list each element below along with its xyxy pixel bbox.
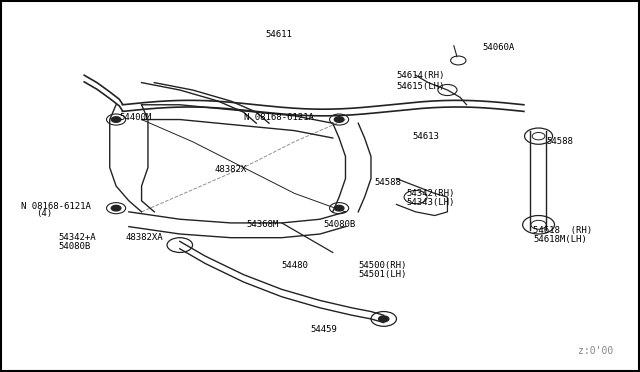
Text: 54060A: 54060A (483, 43, 515, 52)
Circle shape (334, 117, 344, 122)
Text: 48382XA: 48382XA (125, 233, 163, 242)
Text: N 08168-6121A: N 08168-6121A (244, 113, 314, 122)
Text: 54618M(LH): 54618M(LH) (534, 235, 588, 244)
Text: 54480: 54480 (282, 261, 308, 270)
Circle shape (379, 316, 389, 322)
Text: 54611: 54611 (266, 30, 292, 39)
Text: 54080B: 54080B (323, 220, 355, 229)
Circle shape (334, 205, 344, 211)
Text: 54342(RH): 54342(RH) (406, 189, 454, 198)
Text: 54500(RH): 54500(RH) (358, 261, 406, 270)
Text: 54343(LH): 54343(LH) (406, 198, 454, 207)
Text: 54588: 54588 (546, 137, 573, 146)
Text: 54459: 54459 (310, 326, 337, 334)
Text: 48382X: 48382X (215, 165, 247, 174)
Text: 54614(RH): 54614(RH) (396, 71, 445, 80)
Text: 54080B: 54080B (59, 243, 91, 251)
Text: 54342+A: 54342+A (59, 233, 97, 242)
Circle shape (111, 117, 121, 122)
Text: 54368M: 54368M (246, 220, 279, 229)
Text: z:0'00: z:0'00 (578, 346, 613, 356)
Text: 54400M: 54400M (119, 113, 152, 122)
Text: 54613: 54613 (412, 132, 439, 141)
Text: 54588: 54588 (374, 178, 401, 187)
Text: 54618  (RH): 54618 (RH) (534, 226, 593, 235)
Text: 54501(LH): 54501(LH) (358, 270, 406, 279)
Text: N 08168-6121A: N 08168-6121A (20, 202, 90, 211)
Circle shape (111, 205, 121, 211)
Text: 54615(LH): 54615(LH) (396, 82, 445, 91)
Text: (4): (4) (36, 209, 52, 218)
